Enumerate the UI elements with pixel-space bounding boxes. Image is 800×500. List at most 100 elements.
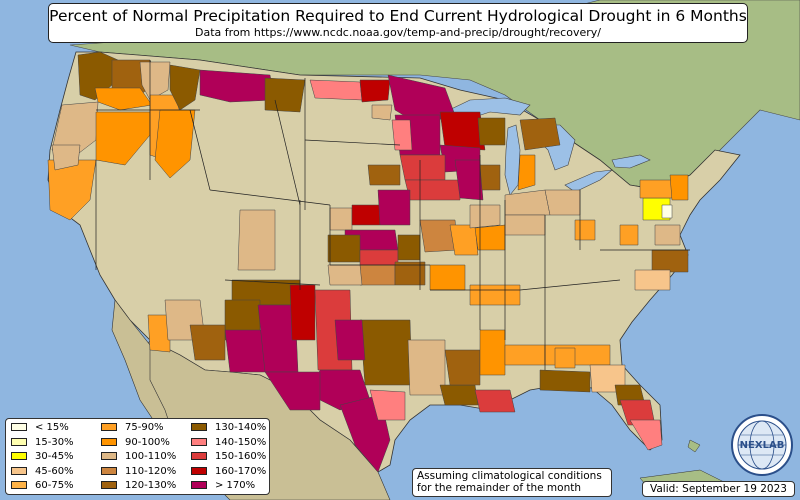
state-borders: [95, 60, 690, 370]
region-ks-south: [359, 264, 396, 286]
region-ky-east: [504, 214, 546, 236]
legend-label: 45-60%: [35, 465, 74, 477]
region-ut-south: [237, 209, 276, 271]
legend-label: 100-110%: [125, 451, 177, 462]
region-wi-north: [439, 111, 486, 151]
region-or-central: [95, 111, 151, 166]
region-mt-central: [264, 77, 306, 113]
region-tn-east: [554, 347, 576, 369]
legend-item: 30-45%: [11, 451, 74, 463]
legend-label: 130-140%: [215, 422, 267, 433]
legend-item: 130-140%: [191, 422, 266, 434]
legend-label: < 15%: [35, 422, 69, 433]
region-tx-gulf: [369, 389, 406, 421]
region-tx-west: [264, 371, 321, 411]
region-ca-south: [147, 314, 171, 353]
region-nm-east: [289, 284, 316, 341]
legend-label: 160-170%: [215, 465, 267, 477]
legend-item: 150-160%: [191, 451, 266, 463]
region-mt-north: [199, 69, 276, 103]
region-ms: [444, 349, 481, 386]
region-ms-east: [479, 329, 506, 376]
legend-label: 75-90%: [125, 422, 164, 433]
legend-label: 140-150%: [215, 436, 267, 448]
legend-item: 45-60%: [11, 466, 74, 478]
region-nc-central: [634, 269, 671, 291]
region-ia-south: [404, 179, 461, 201]
region-la-west: [407, 339, 446, 396]
legend-item: 100-110%: [101, 451, 176, 463]
map-subtitle: Data from https://www.ncdc.noaa.gov/temp…: [195, 26, 601, 39]
lake-ontario: [611, 154, 651, 169]
legend-swatch: [191, 481, 207, 489]
region-fl-south: [629, 419, 663, 451]
legend-label: 90-100%: [125, 436, 170, 448]
region-ia-north: [399, 154, 446, 181]
region-nd-west: [309, 79, 363, 101]
region-nj: [669, 174, 689, 201]
region-mi-west: [391, 119, 413, 151]
region-ca-north: [47, 159, 97, 221]
lake-michigan: [504, 124, 521, 196]
legend-swatch: [101, 423, 117, 431]
region-mo-north: [397, 234, 421, 261]
region-in-south: [474, 224, 506, 251]
region-ne-east: [377, 189, 411, 226]
legend-label: 60-75%: [35, 480, 74, 491]
legend-item: 140-150%: [191, 437, 266, 449]
legend-label: 120-130%: [125, 480, 177, 491]
legend-swatch: [191, 452, 207, 460]
logo-text: NEXLAB: [740, 440, 785, 451]
legend-item: 90-100%: [101, 437, 170, 449]
legend-swatch: [11, 466, 27, 475]
region-ne-central: [351, 204, 381, 226]
region-il-north: [454, 159, 484, 201]
region-mi-east: [517, 154, 536, 191]
legend: < 15% 15-30% 30-45% 45-60% 60-75% 75-90% 90-10…: [5, 418, 270, 495]
legend-swatch: [11, 437, 27, 446]
legend-swatch: [101, 466, 117, 475]
region-va-nc: [619, 224, 639, 246]
valid-date: Valid: September 19 2023: [642, 481, 795, 497]
legend-item: 120-130%: [101, 480, 176, 492]
legend-item: < 15%: [11, 422, 69, 434]
region-az-west: [189, 324, 226, 361]
region-wa-east: [94, 87, 153, 111]
legend-swatch: [11, 452, 27, 460]
legend-label: > 170%: [215, 480, 256, 491]
region-md-east: [661, 204, 673, 219]
region-nc-coast: [651, 249, 689, 273]
region-nd-east: [359, 79, 391, 103]
legend-item: 15-30%: [11, 437, 74, 449]
region-ne-north: [367, 164, 401, 186]
legend-swatch: [101, 481, 117, 489]
region-va: [654, 224, 681, 246]
region-tn: [469, 284, 521, 306]
region-ar: [429, 264, 466, 291]
region-mi-up: [477, 117, 506, 146]
region-al: [504, 344, 546, 366]
legend-label: 15-30%: [35, 436, 74, 448]
legend-swatch: [191, 423, 207, 431]
region-in-north: [479, 164, 501, 191]
legend-swatch: [191, 437, 207, 446]
note-line-2: for the remainder of the month: [417, 482, 582, 494]
legend-item: 75-90%: [101, 422, 164, 434]
legend-label: 30-45%: [35, 451, 74, 462]
legend-item: 110-120%: [101, 466, 176, 478]
legend-item: 60-75%: [11, 480, 74, 492]
legend-swatch: [101, 452, 117, 460]
globe-logo-icon: NEXLAB: [731, 414, 793, 476]
region-ok-west: [327, 264, 363, 286]
legend-label: 110-120%: [125, 465, 177, 477]
region-la-delta: [474, 389, 516, 413]
island-bahamas: [687, 439, 701, 453]
region-la-east: [439, 384, 479, 406]
legend-label: 150-160%: [215, 451, 267, 462]
region-ky-west: [469, 204, 501, 229]
region-ga-south: [539, 369, 591, 393]
region-tx-east: [359, 319, 413, 386]
note-line-1: Assuming climatological conditions: [417, 470, 602, 482]
title-box: Percent of Normal Precipitation Required…: [48, 3, 748, 43]
